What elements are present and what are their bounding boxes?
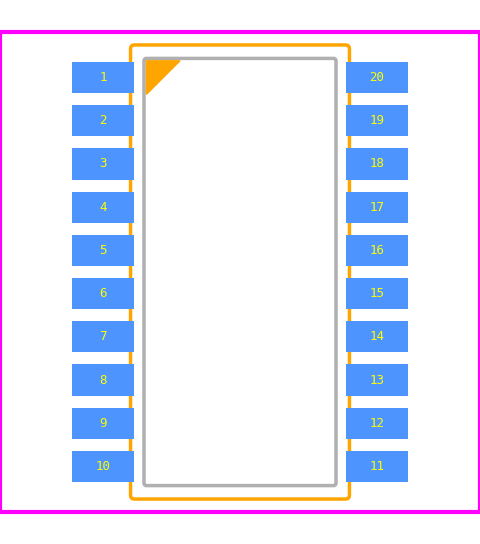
Text: 17: 17 <box>369 201 384 214</box>
Bar <box>346 191 408 223</box>
Text: 13: 13 <box>369 374 384 386</box>
Text: 1: 1 <box>99 71 107 84</box>
FancyBboxPatch shape <box>144 58 336 486</box>
Text: 7: 7 <box>99 330 107 343</box>
Text: 11: 11 <box>369 460 384 473</box>
Text: 2: 2 <box>99 114 107 127</box>
Text: 8: 8 <box>99 374 107 386</box>
Bar <box>72 278 134 309</box>
Bar <box>346 105 408 137</box>
Text: 6: 6 <box>99 287 107 300</box>
Text: 15: 15 <box>369 287 384 300</box>
Text: 19: 19 <box>369 114 384 127</box>
Text: 4: 4 <box>99 201 107 214</box>
FancyBboxPatch shape <box>131 45 349 499</box>
Text: 10: 10 <box>96 460 111 473</box>
Bar <box>72 149 134 180</box>
Text: 3: 3 <box>99 158 107 170</box>
Bar <box>346 451 408 482</box>
Bar <box>72 321 134 353</box>
Bar <box>346 278 408 309</box>
Bar <box>72 364 134 395</box>
Text: 5: 5 <box>99 244 107 257</box>
Bar <box>346 407 408 439</box>
Bar <box>346 62 408 93</box>
Bar <box>346 321 408 353</box>
Bar <box>72 407 134 439</box>
Bar <box>346 149 408 180</box>
Bar <box>72 235 134 266</box>
Bar <box>72 451 134 482</box>
Bar <box>346 364 408 395</box>
Bar <box>72 105 134 137</box>
Polygon shape <box>146 61 180 95</box>
Text: 14: 14 <box>369 330 384 343</box>
Bar <box>346 235 408 266</box>
Text: 12: 12 <box>369 417 384 430</box>
Text: 18: 18 <box>369 158 384 170</box>
Bar <box>72 62 134 93</box>
Text: 9: 9 <box>99 417 107 430</box>
Text: 20: 20 <box>369 71 384 84</box>
Bar <box>72 191 134 223</box>
Text: 16: 16 <box>369 244 384 257</box>
